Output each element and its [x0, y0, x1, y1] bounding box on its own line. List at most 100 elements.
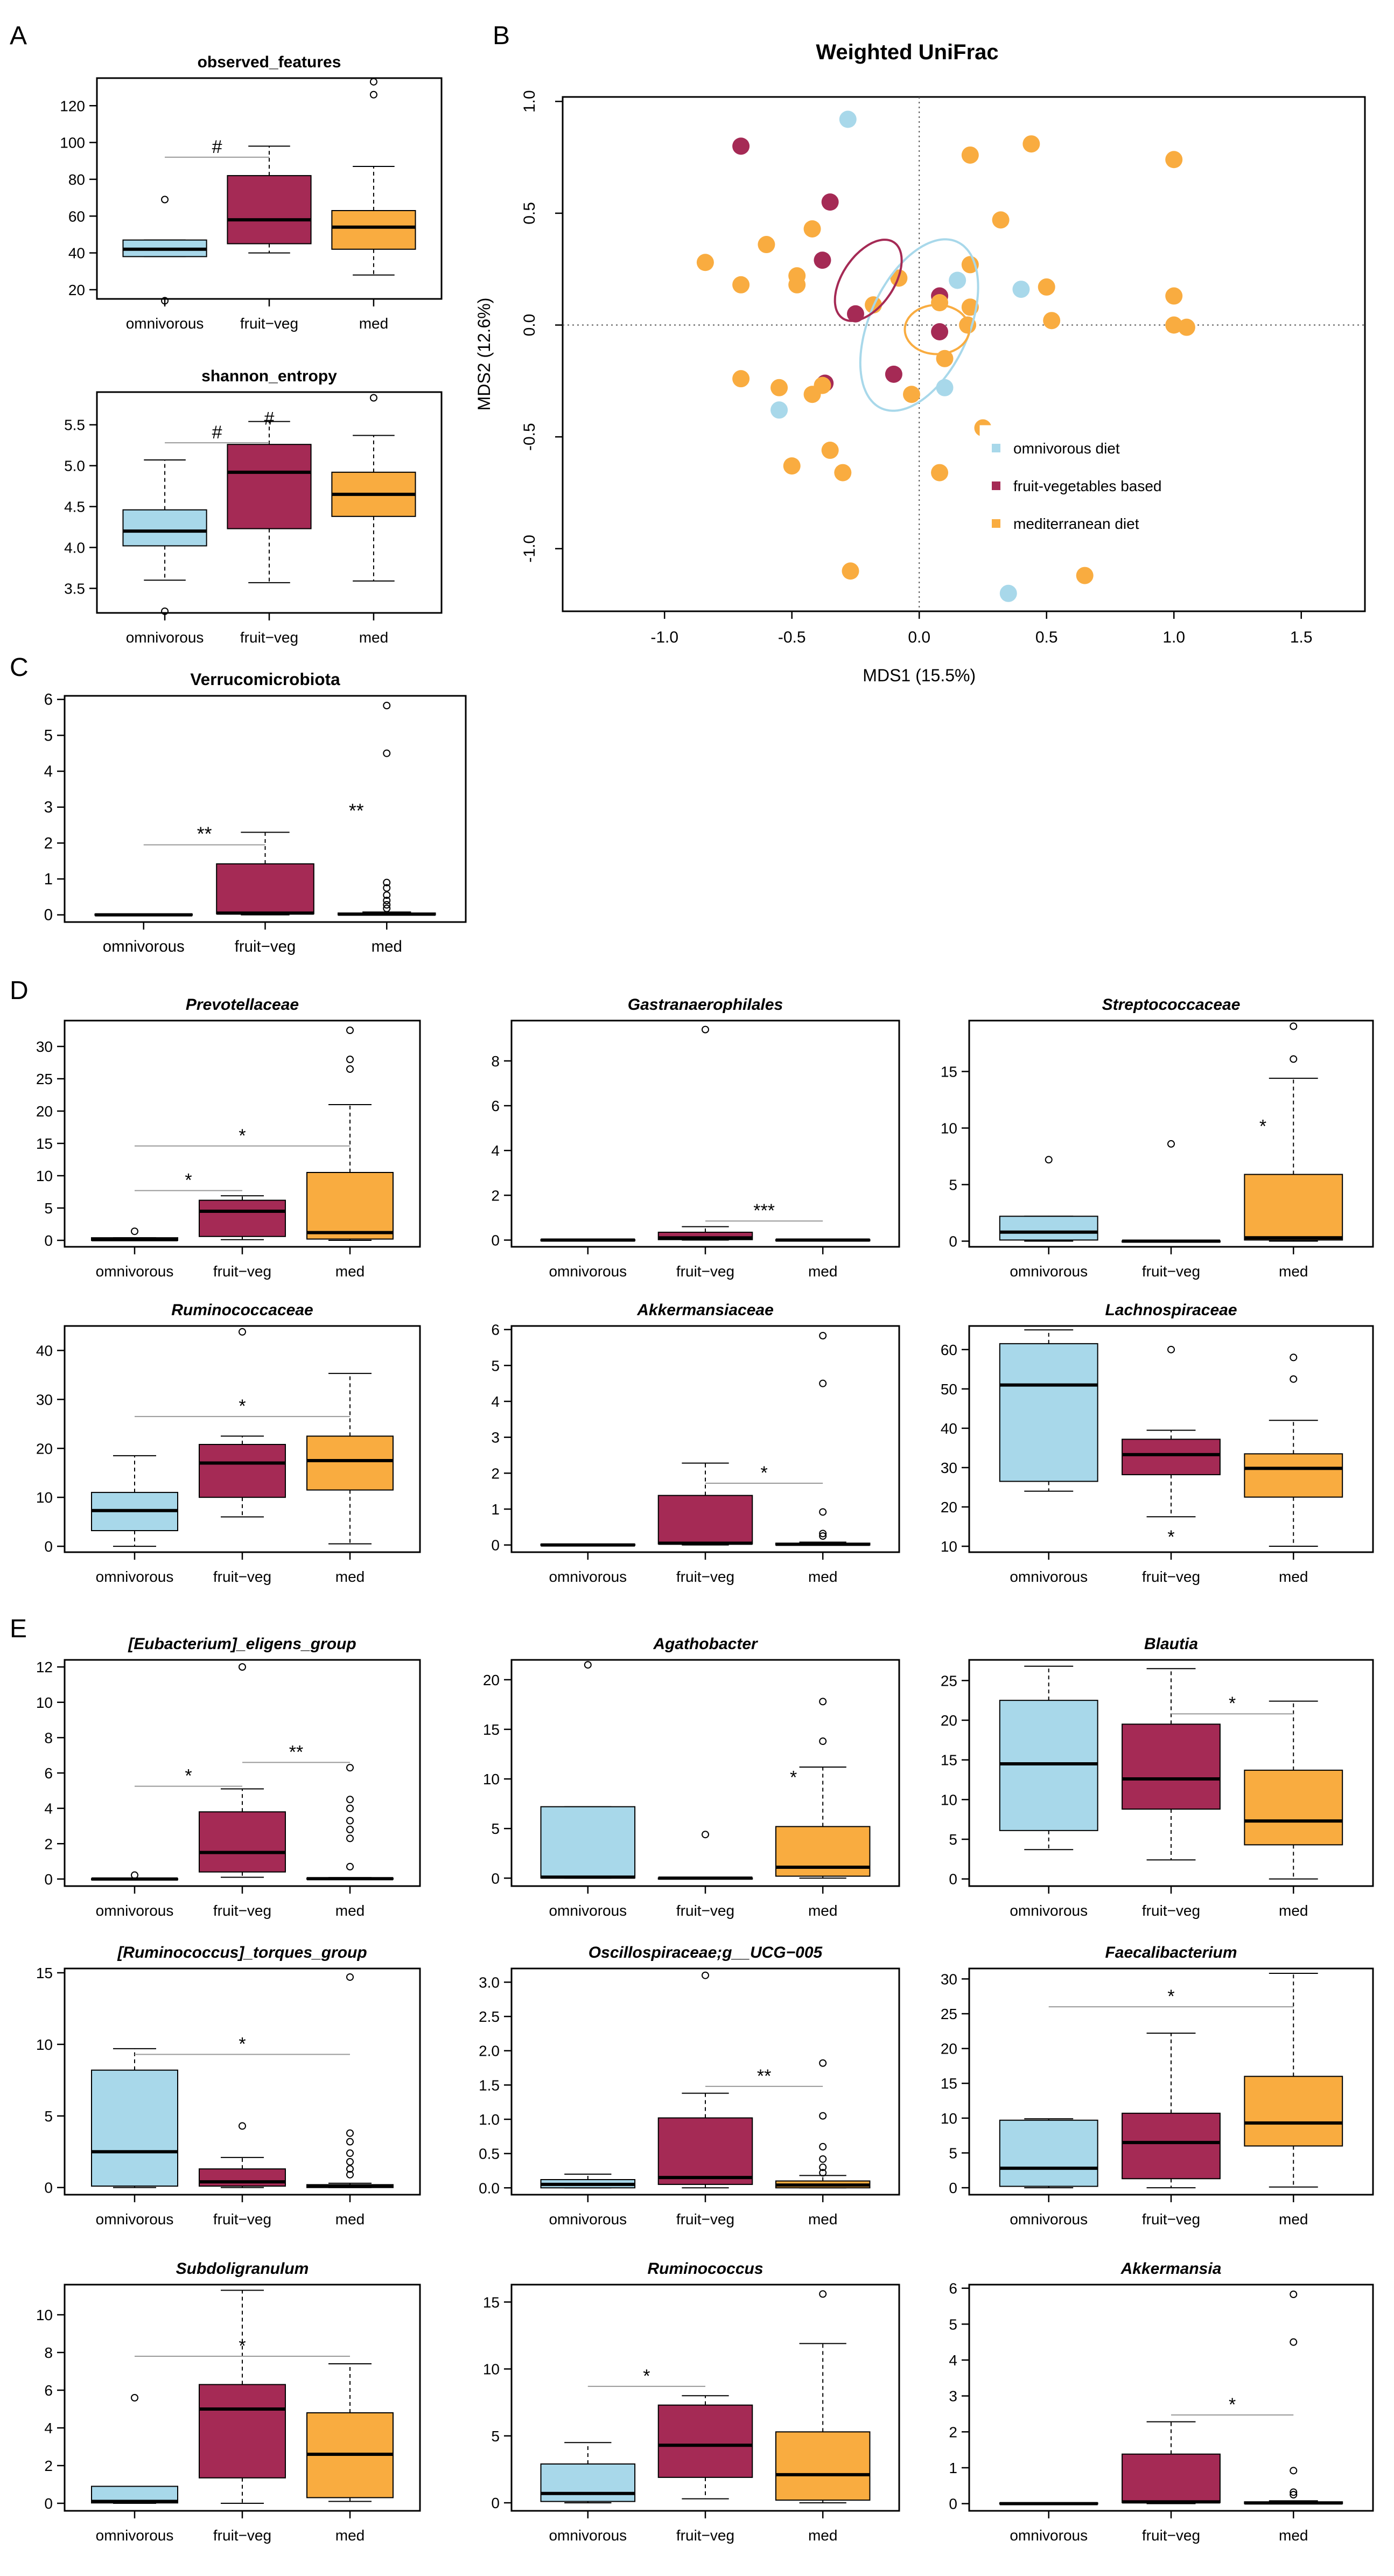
outlier-point: [346, 1804, 354, 1812]
scatter-point: [839, 110, 857, 128]
significance-marker: *: [790, 1767, 797, 1788]
box-fruit-veg: [199, 1328, 286, 1518]
outlier-point: [1290, 2491, 1298, 2498]
x-tick-label: omnivorous: [1010, 2211, 1088, 2228]
box-fruit-veg: [1122, 2033, 1221, 2189]
plot-title: Subdoligranulum: [176, 2260, 309, 2278]
scatter-point: [803, 220, 821, 238]
outlier-point: [239, 1328, 246, 1336]
y-tick-label: 20: [36, 1103, 53, 1120]
outlier-point: [1290, 2291, 1298, 2298]
outlier-point: [819, 1532, 827, 1540]
outlier-point: [819, 2169, 827, 2177]
x-tick-label: med: [335, 1263, 365, 1280]
outlier-point: [1290, 2467, 1298, 2475]
outlier-point: [346, 1862, 354, 1870]
y-tick-label: 10: [36, 1168, 53, 1184]
y-tick-label: 5.5: [64, 417, 85, 434]
boxplot-a_obs: observed_features 20 40 60 80 100 120 omnivorou…: [60, 53, 443, 332]
box-iqr: [1122, 2112, 1221, 2180]
y-tick-label: 30: [941, 1460, 957, 1476]
y-tick-label: 10: [36, 1694, 53, 1711]
x-tick-label: omnivorous: [126, 629, 204, 646]
legend-swatch: [992, 481, 1000, 490]
series-mediterranean: [696, 135, 1195, 584]
y-tick-label: 6: [491, 1098, 500, 1114]
y-tick-label: 2: [44, 834, 53, 852]
y-tick-label: 10: [483, 1771, 500, 1788]
box-fruit-veg: [199, 2289, 286, 2504]
y-tick-label: 0: [44, 906, 53, 924]
y-tick-label: 5: [949, 2145, 957, 2161]
outlier-point: [239, 1663, 246, 1671]
scatter-point: [936, 379, 954, 396]
x-tick-label: omnivorous: [96, 1263, 174, 1280]
x-tick-label: med: [335, 2211, 365, 2228]
significance-marker: *: [643, 2366, 650, 2386]
y-tick-label: 4: [491, 1142, 500, 1159]
box-iqr: [306, 1172, 394, 1240]
box-iqr: [1244, 1174, 1343, 1241]
x-tick-label: -1.0: [650, 629, 678, 646]
scatter-point: [903, 386, 921, 403]
y-tick-label: 5: [491, 1820, 500, 1837]
y-tick-label: 0: [491, 1537, 500, 1554]
box-fruit-veg: [1122, 1140, 1221, 1243]
x-tick-label: omnivorous: [103, 938, 185, 955]
box-iqr: [775, 2431, 871, 2501]
scatter-point: [999, 584, 1017, 602]
box-omnivorous: [999, 2118, 1098, 2189]
box-iqr: [1122, 1439, 1221, 1476]
x-tick-label: fruit−veg: [676, 1568, 734, 1585]
scatter-point: [949, 271, 966, 289]
box-iqr: [227, 444, 312, 529]
box-omnivorous: [91, 1455, 178, 1547]
y-tick-label: 5: [44, 727, 53, 744]
scatter-point: [732, 370, 750, 388]
y-axis-label: MDS2 (12.6%): [474, 298, 494, 411]
y-tick-label: 15: [36, 1965, 53, 1981]
y-tick-label: 1.0: [521, 90, 538, 113]
outlier-point: [239, 2122, 246, 2130]
outlier-point: [702, 1025, 709, 1034]
y-tick-label: 8: [44, 2344, 53, 2361]
significance-marker: **: [197, 823, 212, 845]
box-iqr: [657, 1495, 753, 1545]
x-tick-label: omnivorous: [126, 315, 204, 332]
outlier-point: [819, 2155, 827, 2163]
outlier-point: [383, 702, 391, 709]
series-omnivorous: [770, 110, 1030, 602]
outlier-point: [346, 2165, 354, 2173]
y-tick-label: 25: [941, 1672, 957, 1689]
x-tick-label: fruit−veg: [676, 2211, 734, 2228]
scatter-point: [992, 211, 1010, 229]
x-tick-label: 1.5: [1290, 629, 1313, 646]
plot-title: Oscillospiraceae;g__UCG−005: [589, 1944, 823, 1961]
confidence-ellipse: [859, 238, 979, 412]
x-tick-label: omnivorous: [1010, 1263, 1088, 1280]
boxplot-d_rum: Ruminococcaceae 0 10 20 30 40 omnivorous fruit−…: [36, 1301, 421, 1585]
y-tick-label: 5: [44, 1200, 53, 1217]
y-tick-label: 0: [44, 1232, 53, 1249]
x-tick-label: omnivorous: [1010, 1902, 1088, 1919]
legend-label: omnivorous diet: [1013, 440, 1120, 457]
box-omnivorous: [122, 459, 207, 615]
outlier-point: [1290, 2338, 1298, 2346]
box-fruit-veg: [1122, 1345, 1221, 1518]
y-tick-label: 1: [44, 870, 53, 888]
box-fruit-veg: [199, 1663, 286, 1878]
scatter-point: [834, 464, 852, 481]
box-omnivorous: [540, 2173, 636, 2189]
x-tick-label: med: [808, 2211, 837, 2228]
y-tick-label: 40: [68, 245, 85, 262]
scatter-point: [959, 316, 977, 334]
significance-marker: *: [185, 1170, 192, 1191]
box-omnivorous: [999, 1156, 1098, 1242]
y-tick-label: 4: [949, 2352, 957, 2369]
box-fruit-veg: [657, 2395, 753, 2500]
y-tick-label: 30: [36, 1391, 53, 1408]
plot-frame: [562, 96, 1366, 612]
y-tick-label: 10: [36, 1489, 53, 1506]
x-tick-label: 1.0: [1162, 629, 1185, 646]
boxplot-d_gast: Gastranaerophilales 0 2 4 6 8 omnivorous fruit−…: [491, 996, 900, 1280]
